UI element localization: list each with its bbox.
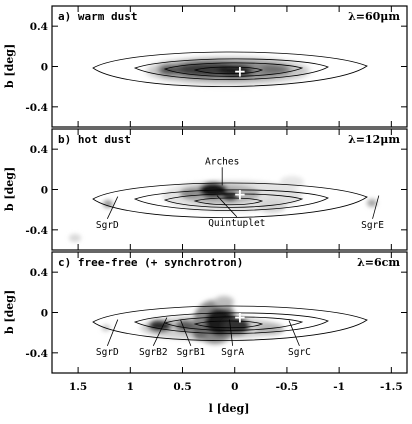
y-axis-label-c: b [deg]: [3, 290, 16, 334]
source-leader-line: [180, 319, 192, 346]
panel-wavelength-a: λ=60μm: [348, 10, 400, 23]
contours-b: [92, 182, 368, 218]
emission-map-hot-dust: [69, 176, 377, 242]
source-leader-line: [216, 195, 238, 218]
panel-wavelength-c: λ=6cm: [357, 256, 400, 269]
x-tick-label: -0.5: [276, 381, 299, 393]
y-axis-label-b: b [deg]: [3, 167, 16, 211]
source-label: SgrE: [361, 220, 384, 231]
y-axis-label-a: b [deg]: [3, 44, 16, 88]
source-leader-line: [106, 196, 119, 219]
x-tick-label: 1: [127, 381, 134, 393]
panel-warm-dust: a) warm dust λ=60μm 0.4 0 -0.4 + b [deg]: [3, 5, 408, 128]
source-leader-line: [288, 320, 300, 347]
x-tick-label: -1.5: [380, 381, 403, 393]
panel-title-c: c) free-free (+ synchrotron): [58, 256, 243, 269]
source-label: Arches: [205, 156, 239, 167]
panel-title-a: a) warm dust: [58, 10, 137, 23]
source-label: SgrB2: [139, 347, 168, 358]
panel-hot-dust: b) hot dust λ=12μm 0.4 0 -0.4 + Arches SgrD…: [3, 128, 408, 251]
sgr-a-star-marker: +: [234, 186, 247, 204]
sgr-a-star-marker: +: [234, 63, 247, 81]
y-tick-label: 0.4: [30, 21, 48, 33]
panel-free-free: c) free-free (+ synchrotron) λ=6cm 0.4 0 -…: [3, 251, 408, 374]
panel-wavelength-b: λ=12μm: [348, 133, 400, 146]
y-tick-label: 0.4: [30, 267, 48, 279]
y-tick-label: 0.4: [30, 144, 48, 156]
y-tick-label: -0.4: [25, 102, 48, 114]
y-tick-label: -0.4: [25, 225, 48, 237]
source-leader-line: [106, 319, 119, 346]
x-axis-label: l [deg]: [209, 402, 250, 415]
source-leader-line: [152, 317, 168, 347]
source-label: SgrD: [96, 347, 119, 358]
x-tick-label: 1.5: [69, 381, 87, 393]
source-label: SgrA: [221, 347, 244, 358]
y-tick-label: 0: [41, 62, 48, 74]
x-tick-labels: 1.5 1 0.5 0 -0.5 -1 -1.5: [69, 381, 403, 393]
source-label: Quintuplet: [208, 218, 265, 229]
x-tick-label: 0.5: [173, 381, 191, 393]
sgr-a-star-marker: +: [234, 309, 247, 327]
x-tick-label: -1: [333, 381, 345, 393]
contours-c: [92, 305, 368, 341]
panel-title-b: b) hot dust: [58, 133, 131, 146]
source-leader-line: [229, 319, 234, 346]
source-leader-line: [372, 195, 380, 219]
source-label: SgrB1: [177, 347, 206, 358]
source-label: SgrC: [288, 347, 311, 358]
y-tick-label: -0.4: [25, 348, 48, 360]
y-tick-label: 0: [41, 308, 48, 320]
contours-a: [92, 51, 368, 87]
x-tick-label: 0: [231, 381, 238, 393]
y-tick-label: 0: [41, 185, 48, 197]
source-label: SgrD: [96, 220, 119, 231]
